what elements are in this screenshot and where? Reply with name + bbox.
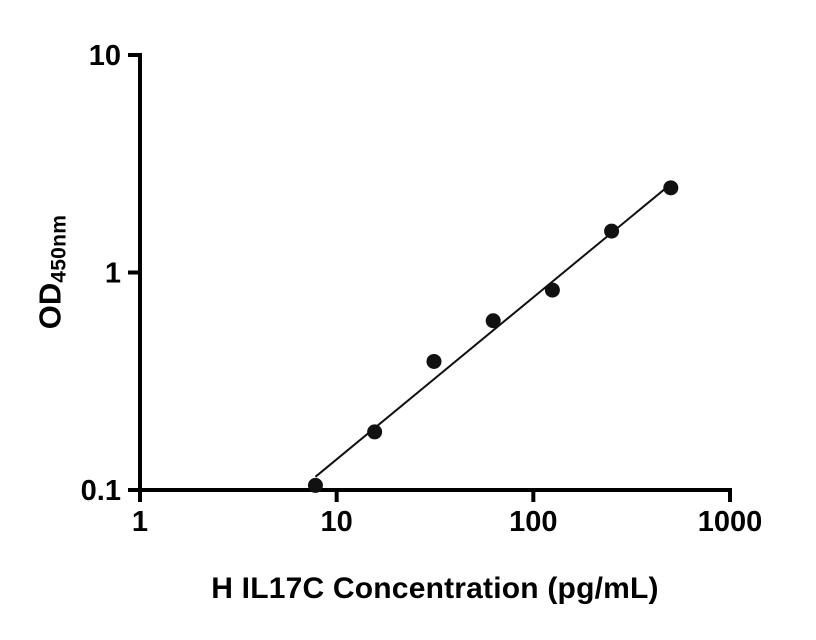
data-point — [544, 282, 560, 298]
x-tick-label: 1000 — [698, 506, 763, 538]
data-point — [663, 180, 679, 196]
data-point — [367, 424, 383, 440]
y-axis-title: OD450nm — [33, 215, 72, 330]
x-axis-title: H IL17C Concentration (pg/mL) — [211, 572, 659, 605]
data-point — [485, 313, 501, 329]
x-tick-label: 1 — [132, 506, 148, 538]
data-point — [426, 353, 442, 369]
x-tick-label: 100 — [509, 506, 557, 538]
data-point — [604, 223, 620, 239]
y-axis-title-sub: 450nm — [47, 214, 71, 283]
data-point — [307, 477, 323, 493]
y-tick-label: 10 — [89, 40, 121, 72]
y-tick-label: 1 — [105, 258, 121, 290]
y-tick-label: 0.1 — [81, 475, 121, 507]
x-tick-label: 10 — [321, 506, 353, 538]
y-axis-title-main: OD — [32, 282, 68, 330]
